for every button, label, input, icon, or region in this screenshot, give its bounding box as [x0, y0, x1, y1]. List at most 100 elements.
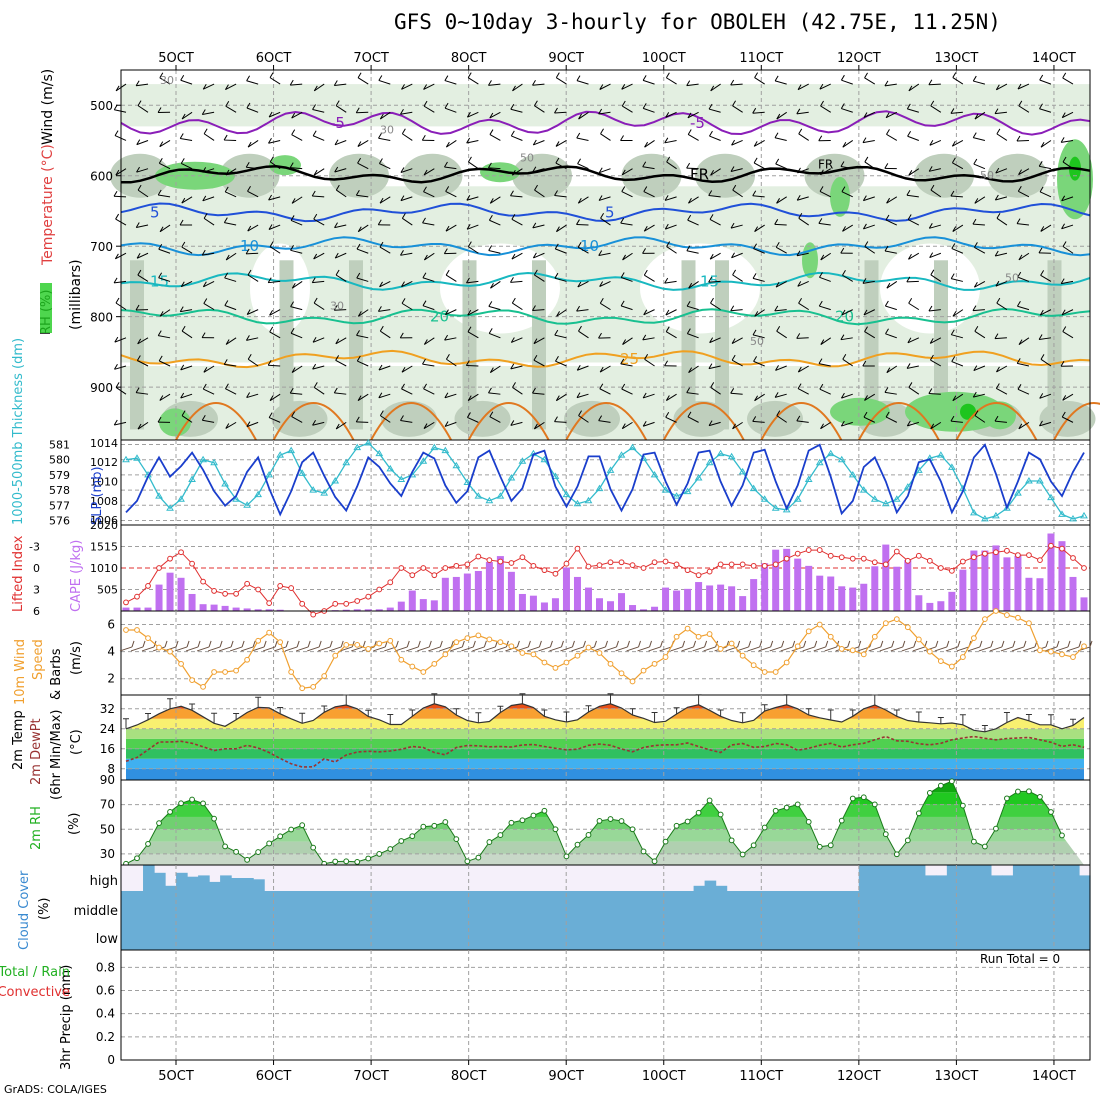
cloud-low-bar [979, 921, 992, 950]
wind-barb [620, 222, 633, 226]
wind-barb [444, 161, 448, 168]
wind-barb [488, 392, 501, 395]
wind-barb [616, 640, 619, 648]
lifted-index-line-point [475, 553, 482, 560]
wind-speed-line-point [717, 646, 724, 652]
wind-barb [884, 83, 897, 87]
cloud-low-bar [451, 921, 463, 950]
wind-barb [423, 84, 428, 90]
rh-band [126, 853, 1084, 865]
wind-barb [666, 241, 671, 247]
cloud-low-bar [561, 921, 574, 950]
cape-bar [673, 590, 681, 611]
wind-barb [1023, 640, 1027, 648]
wind-barb [665, 395, 670, 401]
y-tick-label: 0.4 [96, 1007, 115, 1021]
y2-tick-label: 1014 [90, 437, 118, 450]
cloud-middle-bar [539, 891, 552, 921]
wind-barb [578, 330, 589, 339]
wind-barb [796, 420, 809, 423]
wind-barb [472, 646, 485, 652]
wind-barb [289, 79, 294, 86]
wind-barb [423, 191, 435, 198]
wind-barb [891, 640, 895, 648]
wind-speed-line-point [288, 669, 295, 675]
wind-barb [423, 83, 435, 90]
temp-band [126, 708, 1084, 719]
cloud-low-bar [297, 921, 309, 950]
cloud-middle-bar [429, 891, 441, 921]
isotherm-15 [120, 271, 1091, 291]
temp-band [126, 718, 1084, 729]
rh-line-point [574, 841, 581, 848]
lifted-index-line-point [926, 557, 933, 564]
cloud-middle-bar [418, 891, 430, 921]
legend-total-rain: Total / Rain [0, 965, 70, 980]
wind-barb [884, 250, 897, 254]
wind-barb [181, 246, 193, 254]
isotherm-10 [120, 236, 1091, 257]
cloud-middle-bar [407, 891, 419, 921]
wind-barb [423, 168, 435, 176]
wind-barb [158, 277, 171, 282]
rh-moist-patch [381, 400, 437, 437]
rh-line-point [508, 819, 515, 826]
thickness-line-point [353, 443, 362, 451]
wind-barb [819, 169, 824, 176]
lifted-index-line-point [442, 565, 449, 571]
wind-speed-line-point [321, 673, 328, 679]
wind-barb [1017, 384, 1022, 390]
wind-barb [644, 141, 649, 148]
lifted-index-line-point [827, 552, 834, 559]
cloud-high-bar [979, 865, 992, 891]
wind-speed-line-point [1037, 647, 1043, 654]
wind-barb [841, 108, 853, 113]
wind-speed-line-point [1015, 614, 1021, 621]
wind-barb [351, 646, 364, 652]
wind-speed-line-point [959, 654, 966, 660]
cloud-middle-bar [583, 891, 596, 921]
wind-barb [335, 359, 347, 367]
wind-speed-line-point [167, 648, 173, 655]
wind-barb [533, 140, 545, 146]
wind-barb [312, 280, 325, 284]
wind-barb [820, 168, 831, 176]
wind-barb [510, 337, 515, 343]
cloud-middle-bar [528, 891, 541, 921]
cape-bar [364, 609, 372, 611]
x-tick-label-top: 8OCT [451, 51, 487, 66]
y-tick-label: 581 [49, 439, 70, 452]
wind-barb [864, 326, 868, 332]
rh-line-point [728, 837, 735, 844]
rh-moist-patch [804, 153, 865, 198]
y-tick-label: 0 [33, 562, 40, 575]
wind-barb [908, 83, 920, 92]
cape-bar [1003, 557, 1011, 611]
cloud-middle-bar [616, 891, 629, 921]
wind-barb [307, 640, 311, 648]
lifted-index-line-point [783, 555, 790, 562]
cloud-low-bar [924, 921, 937, 950]
wind-speed-line-point [607, 660, 614, 667]
wind-barb [994, 250, 999, 257]
wind-barb [483, 646, 496, 652]
lifted-index-line-point [816, 547, 823, 553]
cloud-low-bar [605, 921, 618, 950]
wind-barb [686, 245, 691, 252]
wind-barb [269, 72, 274, 78]
thickness-line-point [694, 473, 703, 481]
wind-barb [665, 112, 670, 118]
wind-barb [510, 104, 515, 110]
wind-barb [241, 640, 245, 648]
wind-barb [708, 276, 713, 283]
isotherm-30 [370, 402, 452, 441]
thickness-line-point [551, 472, 560, 479]
wind-speed-line-point [860, 651, 867, 658]
rh-line-point [167, 809, 173, 815]
wind-barb [840, 74, 845, 81]
lifted-index-line-point [673, 561, 680, 568]
y-tick-label: 0.2 [96, 1030, 115, 1044]
wind-barb [208, 640, 212, 648]
cloud-low-bar [1056, 921, 1069, 950]
y-tick-label: 900 [90, 381, 113, 395]
